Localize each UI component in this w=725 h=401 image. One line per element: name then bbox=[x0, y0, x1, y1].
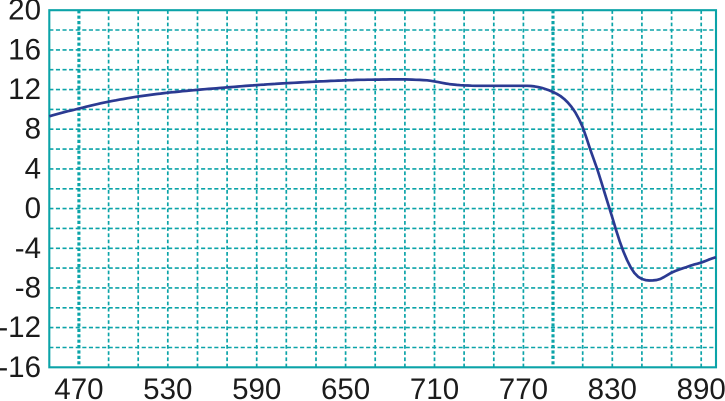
svg-text:830: 830 bbox=[588, 373, 637, 401]
svg-text:16: 16 bbox=[8, 33, 41, 66]
svg-text:470: 470 bbox=[54, 373, 103, 401]
svg-text:12: 12 bbox=[8, 73, 41, 106]
svg-text:530: 530 bbox=[143, 373, 192, 401]
svg-text:20: 20 bbox=[8, 0, 41, 27]
svg-text:4: 4 bbox=[25, 152, 41, 185]
svg-text:-16: -16 bbox=[0, 351, 41, 384]
svg-text:-12: -12 bbox=[0, 311, 41, 344]
svg-text:-4: -4 bbox=[15, 232, 41, 265]
svg-text:890: 890 bbox=[677, 373, 725, 401]
svg-text:8: 8 bbox=[25, 113, 41, 146]
svg-text:770: 770 bbox=[499, 373, 548, 401]
svg-text:710: 710 bbox=[410, 373, 459, 401]
svg-text:650: 650 bbox=[321, 373, 370, 401]
svg-text:0: 0 bbox=[25, 192, 41, 225]
svg-text:-8: -8 bbox=[15, 271, 41, 304]
svg-text:590: 590 bbox=[232, 373, 281, 401]
